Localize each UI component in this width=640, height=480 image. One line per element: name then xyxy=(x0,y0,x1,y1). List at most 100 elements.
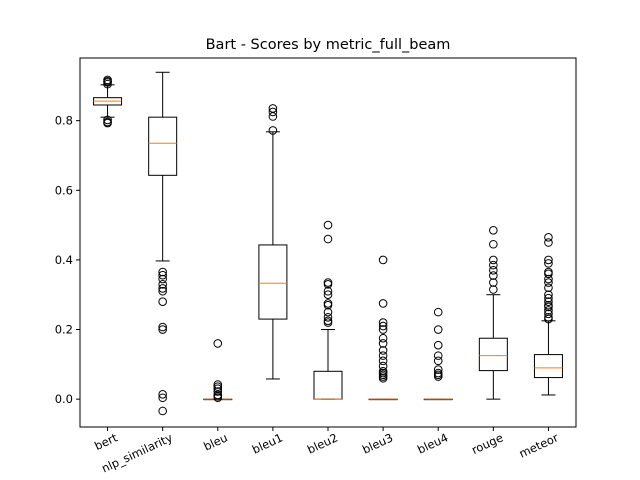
outlier-point xyxy=(378,373,388,383)
box-bleu3 xyxy=(368,255,398,401)
x-tick-label: rouge xyxy=(469,430,505,457)
outlier-point xyxy=(378,333,388,343)
box-iqr xyxy=(313,370,343,400)
outlier-point xyxy=(544,259,553,268)
y-axis: 0.0 0.2 0.4 0.6 0.8 xyxy=(55,114,80,406)
outlier-point xyxy=(544,255,553,265)
outlier-point xyxy=(544,302,553,312)
outlier-point xyxy=(433,372,443,381)
outlier-point xyxy=(158,297,167,306)
outlier-point xyxy=(158,270,167,280)
outlier-point xyxy=(158,267,167,277)
outlier-point xyxy=(323,286,333,296)
outlier-point xyxy=(213,382,223,391)
outlier-point xyxy=(213,339,223,348)
box-iqr xyxy=(258,244,288,320)
outlier-point xyxy=(158,284,167,293)
outlier-point xyxy=(489,255,498,265)
outlier-point xyxy=(103,118,112,128)
outlier-point xyxy=(544,238,553,247)
outlier-point xyxy=(268,107,278,117)
outlier-point xyxy=(489,239,498,249)
outlier-point xyxy=(433,307,443,317)
outlier-point xyxy=(158,406,167,416)
outlier-point xyxy=(213,387,223,396)
outlier-point xyxy=(544,314,553,324)
outlier-point xyxy=(544,278,553,287)
box-bleu4 xyxy=(423,307,453,401)
outlier-point xyxy=(323,278,333,287)
outlier-point xyxy=(103,79,112,89)
y-tick-label: 0.0 xyxy=(55,392,73,406)
outlier-point xyxy=(213,393,223,403)
outlier-point xyxy=(433,351,443,360)
outlier-point xyxy=(544,309,553,319)
outlier-point xyxy=(378,255,388,265)
y-tick-label: 0.8 xyxy=(55,114,73,128)
outlier-point xyxy=(378,325,388,334)
outlier-point xyxy=(489,271,498,280)
x-tick-label: bert xyxy=(92,430,120,453)
outlier-point xyxy=(323,300,333,310)
outlier-point xyxy=(103,75,112,85)
outlier-point xyxy=(378,299,388,308)
outlier-point xyxy=(323,290,333,300)
box-bleu1 xyxy=(258,104,288,380)
outlier-point xyxy=(489,285,498,294)
x-tick-label: meteor xyxy=(517,430,561,460)
outlier-point xyxy=(158,393,167,403)
outlier-point xyxy=(544,306,553,315)
y-tick-label: 0.6 xyxy=(55,183,73,197)
outlier-point xyxy=(158,325,167,334)
outlier-point xyxy=(433,370,443,380)
outlier-point xyxy=(489,278,498,287)
outlier-point xyxy=(378,356,388,366)
plot-area xyxy=(93,71,563,416)
outlier-point xyxy=(158,274,167,284)
y-tick-label: 0.2 xyxy=(55,323,73,337)
outlier-point xyxy=(544,267,553,277)
outlier-point xyxy=(268,126,278,135)
outlier-point xyxy=(103,115,112,125)
outlier-point xyxy=(323,313,333,322)
outlier-point xyxy=(433,365,443,374)
x-tick-label: bleu3 xyxy=(360,430,395,456)
box-iqr xyxy=(478,337,508,372)
outlier-point xyxy=(158,279,167,289)
outlier-point xyxy=(433,340,443,350)
box-rouge xyxy=(478,226,508,400)
box-iqr xyxy=(533,354,563,379)
box-bert xyxy=(93,75,123,128)
outlier-point xyxy=(544,297,553,306)
x-tick-label: bleu2 xyxy=(305,430,340,456)
outlier-point xyxy=(544,232,553,242)
outlier-point xyxy=(489,266,498,275)
outlier-point xyxy=(433,356,443,366)
outlier-point xyxy=(544,283,553,293)
box-iqr xyxy=(148,116,178,176)
outlier-point xyxy=(213,380,223,389)
outlier-point xyxy=(378,339,388,348)
box-nlp_similarity xyxy=(148,71,178,416)
outlier-point xyxy=(323,220,333,230)
x-tick-label: bleu xyxy=(201,430,229,453)
x-tick-label: bleu4 xyxy=(415,430,450,456)
chart-title: Bart - Scores by metric_full_beam xyxy=(206,37,451,53)
box-bleu xyxy=(203,339,233,403)
outlier-point xyxy=(323,307,333,317)
outlier-point xyxy=(489,226,498,235)
outlier-point xyxy=(323,234,333,244)
outlier-point xyxy=(544,274,553,284)
outlier-point xyxy=(158,322,167,332)
outlier-point xyxy=(323,318,333,327)
outlier-point xyxy=(378,346,388,355)
box-bleu2 xyxy=(313,220,343,400)
box-meteor xyxy=(533,232,563,396)
outlier-point xyxy=(378,351,388,360)
outlier-point xyxy=(489,260,498,270)
outlier-point xyxy=(323,299,333,308)
outlier-point xyxy=(378,318,388,327)
outlier-point xyxy=(544,290,553,300)
